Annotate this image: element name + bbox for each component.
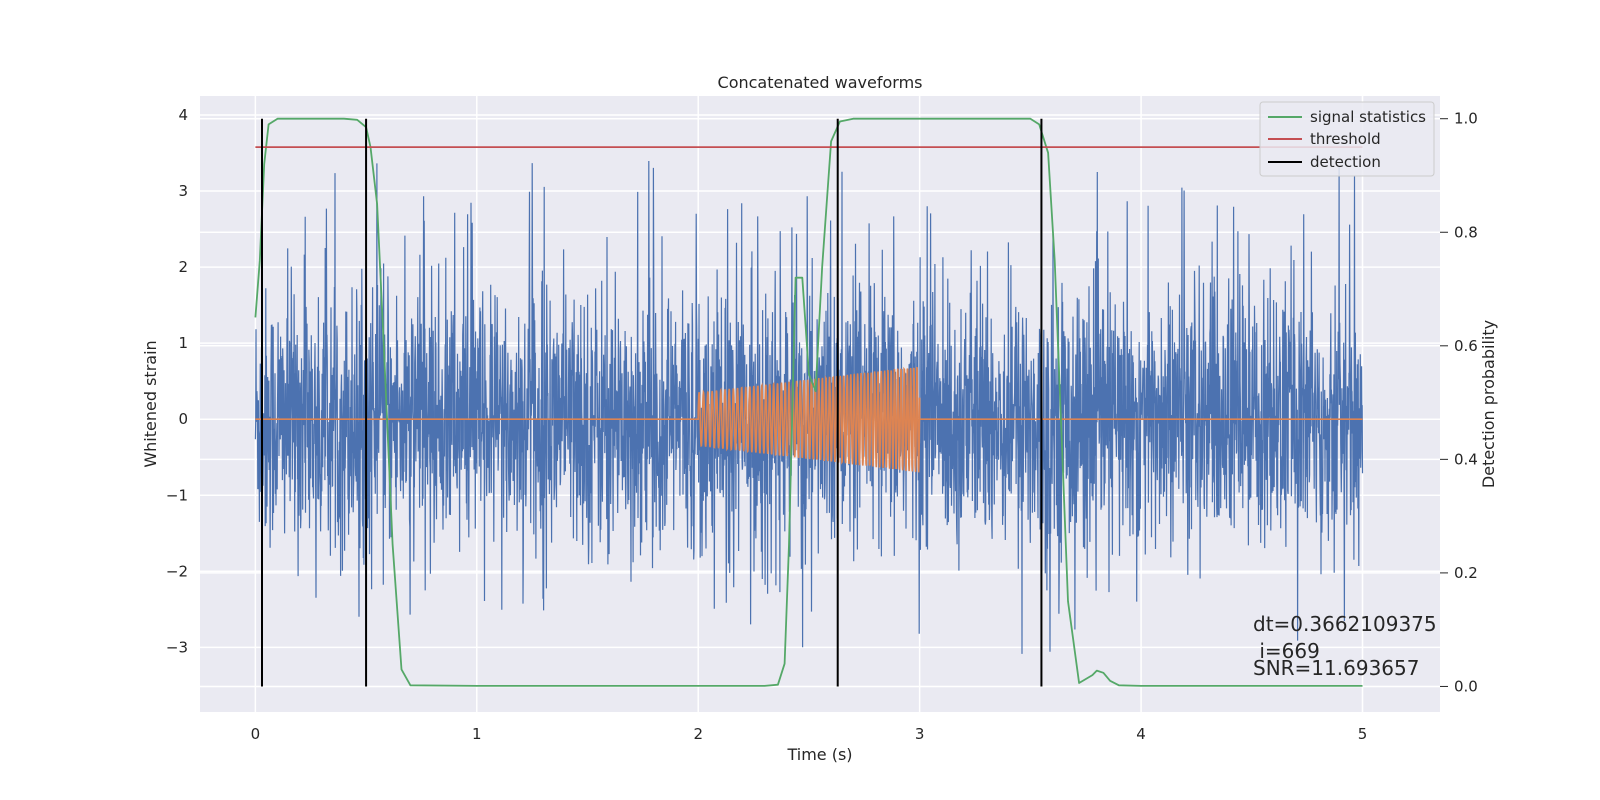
legend-label-detection: detection bbox=[1310, 153, 1381, 171]
x-axis: 0 1 2 3 4 5 bbox=[251, 725, 1368, 743]
y-tick-label: 0 bbox=[178, 410, 188, 428]
chart-title: Concatenated waveforms bbox=[718, 73, 923, 92]
annotations: dt=0.3662109375 i=669 SNR=11.693657 bbox=[1253, 612, 1437, 680]
series-whitened-data bbox=[254, 160, 1364, 654]
data-layer bbox=[254, 117, 1364, 687]
y-tick-label: 3 bbox=[178, 182, 188, 200]
y2-tick-label: 0.2 bbox=[1454, 564, 1478, 582]
y2-tick-label: 0.8 bbox=[1454, 223, 1478, 241]
legend: signal statistics threshold detection bbox=[1259, 101, 1435, 177]
y2-tick-label: 1.0 bbox=[1454, 110, 1478, 128]
y-axis-label: Whitened strain bbox=[141, 340, 160, 467]
y-tick-label: 1 bbox=[178, 334, 188, 352]
y-tick-label: −1 bbox=[166, 486, 188, 504]
y-tick-label: 2 bbox=[178, 258, 188, 276]
y-axis-right: 0.0 0.2 0.4 0.6 0.8 1.0 bbox=[1440, 110, 1478, 695]
annotation-snr: SNR=11.693657 bbox=[1253, 656, 1419, 680]
x-axis-label: Time (s) bbox=[786, 745, 852, 764]
y-tick-label: 4 bbox=[178, 106, 188, 124]
y2-tick-label: 0.0 bbox=[1454, 677, 1478, 695]
annotation-index: i=669 bbox=[1253, 639, 1320, 663]
series-injected-waveform bbox=[255, 366, 1363, 473]
y-tick-label: −2 bbox=[166, 562, 188, 580]
y2-tick-label: 0.4 bbox=[1454, 450, 1478, 468]
annotation-dt: dt=0.3662109375 bbox=[1253, 612, 1437, 636]
x-tick-label: 2 bbox=[693, 725, 703, 743]
y-axis-left: −3 −2 −1 0 1 2 3 4 bbox=[166, 106, 188, 656]
legend-label-threshold: threshold bbox=[1310, 130, 1381, 148]
x-tick-label: 4 bbox=[1136, 725, 1146, 743]
y-tick-label: −3 bbox=[166, 638, 188, 656]
y2-tick-label: 0.6 bbox=[1454, 337, 1478, 355]
x-tick-label: 5 bbox=[1358, 725, 1368, 743]
x-tick-label: 0 bbox=[251, 725, 261, 743]
series-signal-statistics bbox=[254, 117, 1363, 687]
y2-axis-label: Detection probability bbox=[1479, 320, 1498, 488]
legend-label-signal-statistics: signal statistics bbox=[1310, 108, 1426, 126]
x-tick-label: 1 bbox=[472, 725, 482, 743]
x-tick-label: 3 bbox=[915, 725, 925, 743]
legend-box bbox=[1259, 101, 1435, 177]
